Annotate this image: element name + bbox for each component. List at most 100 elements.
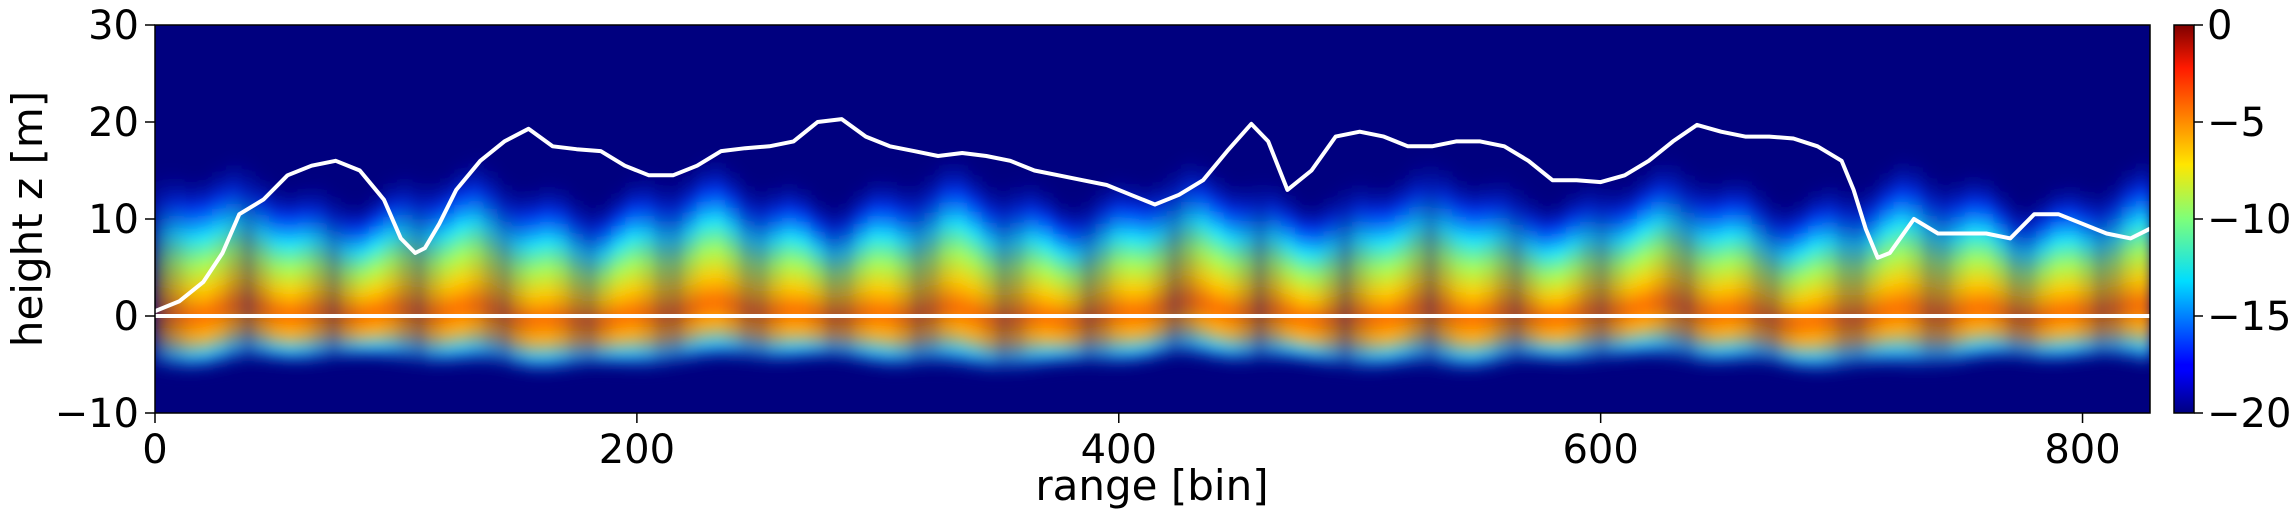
heatmap-cell (1565, 184, 1581, 371)
heatmap-cell (1993, 182, 2009, 367)
y-tick-label: 20 (88, 100, 139, 146)
heatmap-cell (2036, 189, 2052, 370)
heatmap-cell (596, 196, 612, 374)
heatmap-cell (240, 155, 256, 369)
heatmap-cell (1922, 164, 1938, 376)
heatmap-cell (1466, 176, 1482, 378)
x-axis: 0 200 400 600 800 (142, 413, 2121, 473)
heatmap-cell (896, 175, 912, 376)
heatmap-cell (155, 166, 171, 377)
heatmap-cell (311, 178, 327, 370)
heatmap-cell (1679, 161, 1695, 371)
heatmap-cell (1223, 176, 1239, 370)
heatmap-cell (411, 170, 427, 372)
x-tick-label: 200 (599, 427, 675, 473)
heatmap-cell (1366, 178, 1382, 377)
colorbar-tick-label: −10 (2207, 197, 2290, 243)
heatmap-cell (269, 181, 285, 370)
heatmap-cell (1124, 174, 1140, 372)
heatmap-cell (226, 152, 242, 371)
heatmap-cell (1694, 172, 1710, 372)
heatmap-cell (668, 174, 684, 373)
x-axis-label: range [bin] (1035, 461, 1268, 510)
heatmap-cell (1808, 181, 1824, 379)
heatmap-cell (397, 167, 413, 370)
heatmap-cell (682, 165, 698, 370)
y-tick-label: 0 (114, 294, 139, 340)
heatmap-cell (1010, 175, 1026, 379)
heatmap-cell (183, 171, 199, 378)
heatmap-cell (1252, 172, 1268, 370)
heatmap-cell (967, 164, 983, 377)
heatmap-cell (1850, 182, 1866, 376)
heatmap-cell (1551, 195, 1567, 370)
heatmap-cell (910, 173, 926, 375)
y-tick-label: −10 (55, 391, 139, 437)
heatmap-cell (839, 193, 855, 368)
heatmap-cell (326, 186, 342, 368)
colorbar-ticks: 0 −5 −10 −15 −20 (2194, 3, 2290, 437)
heatmap-cell (1038, 183, 1054, 374)
heatmap-cell (1793, 193, 1809, 378)
heatmap-cell (796, 180, 812, 368)
heatmap-cell (653, 173, 669, 375)
heatmap-cell (938, 152, 954, 374)
heatmap-cell (539, 176, 555, 379)
heatmap-cell (511, 181, 527, 377)
heatmap-cell (625, 171, 641, 375)
heatmap-cell (782, 175, 798, 369)
heatmap-cell (2093, 183, 2109, 366)
heatmap-cell (1195, 155, 1211, 367)
heatmap-cell (1893, 152, 1909, 375)
heatmap-cell (1480, 173, 1496, 376)
heatmap-cell (995, 179, 1011, 379)
heatmap-cell (554, 179, 570, 378)
heatmap-cell (1266, 175, 1282, 369)
plot-area (155, 25, 2150, 413)
y-tick-label: 30 (88, 3, 139, 49)
heatmap-cell (1409, 156, 1425, 375)
heatmap-cell (824, 199, 840, 367)
heatmap-cell (1751, 179, 1767, 372)
heatmap-cell (440, 168, 456, 372)
heatmap-cell (1736, 169, 1752, 372)
heatmap-cell (1209, 167, 1225, 369)
heatmap-cell (1451, 170, 1467, 378)
colorbar-tick-label: −20 (2207, 391, 2290, 437)
colorbar-tick-label: −15 (2207, 294, 2290, 340)
heatmap-cell (981, 176, 997, 379)
y-axis: −10 0 10 20 30 (55, 3, 155, 437)
heatmap-cell (582, 198, 598, 375)
heatmap-cell (2078, 182, 2094, 367)
heatmap-cell (568, 189, 584, 376)
heatmap-cell (739, 174, 755, 368)
heatmap-cell (1523, 189, 1539, 369)
y-axis-label: height z [m] (3, 91, 52, 347)
heatmap-cell (1024, 174, 1040, 377)
heatmap-cell (1166, 159, 1182, 365)
colorbar-tick-label: 0 (2207, 3, 2232, 49)
heatmap-cell (696, 154, 712, 368)
heatmap-cell (340, 196, 356, 366)
heatmap-cell (853, 180, 869, 371)
heatmap-cell (354, 197, 370, 365)
heatmap-cell (1352, 174, 1368, 378)
x-tick-label: 800 (2044, 427, 2120, 473)
heatmap-cell (2021, 198, 2037, 369)
heatmap-cell (482, 158, 498, 372)
heatmap-cell (254, 169, 270, 369)
x-tick-label: 600 (1562, 427, 1638, 473)
heatmap-cell (1879, 162, 1895, 374)
heatmap-cell (1052, 195, 1068, 372)
heatmap-cell (1095, 178, 1111, 373)
heatmap-cell (753, 180, 769, 369)
heatmap-cell (525, 181, 541, 379)
heatmap-cell (1323, 187, 1339, 375)
heatmap-cell (1181, 151, 1197, 365)
heatmap-cell (767, 178, 783, 370)
colorbar-gradient (2173, 24, 2195, 414)
heatmap-cell (1280, 186, 1296, 369)
heatmap-cell (710, 151, 726, 367)
heatmap-cell (2135, 152, 2150, 372)
